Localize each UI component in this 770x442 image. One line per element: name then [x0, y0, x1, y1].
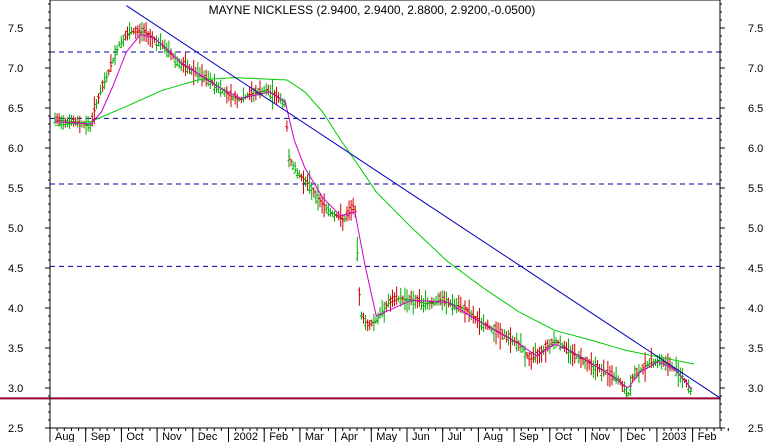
x-tick-label: Feb	[269, 431, 288, 442]
y-tick-label-left: 6.5	[8, 103, 23, 115]
axes: 2.5 2.5 3.0 3.0 3.5 3.5 4.0 4.0 4.5 4.5 5.0 5.0 5.5 5…	[8, 3, 763, 442]
y-tick-label-left: 4.5	[8, 263, 23, 275]
y-tick-label-left: 3.0	[8, 383, 23, 395]
y-tick-label-left: 2.5	[8, 423, 23, 435]
x-tick-label: Aug	[55, 431, 75, 442]
x-tick-label: Sep	[519, 431, 539, 442]
dashed-levels	[0, 51, 720, 400]
plot-frame	[49, 0, 721, 429]
x-tick-label: May	[376, 431, 397, 442]
y-tick-label-left: 5.5	[8, 183, 23, 195]
y-tick-label-right: 6.0	[748, 143, 763, 155]
trendline	[126, 5, 722, 399]
x-tick-label: Oct	[126, 431, 143, 442]
y-tick-label-right: 4.5	[748, 263, 763, 275]
y-tick-label-right: 5.5	[748, 183, 763, 195]
x-tick-label: Sep	[91, 431, 111, 442]
x-tick-label: Jul	[448, 431, 462, 442]
x-tick-label: Mar	[305, 431, 324, 442]
y-tick-label-left: 4.0	[8, 303, 23, 315]
indicator-lines	[54, 5, 722, 399]
y-tick-label-right: 3.5	[748, 343, 763, 355]
x-tick-label: 2002	[234, 431, 258, 442]
y-tick-label-right: 7.5	[748, 23, 763, 35]
y-tick-label-left: 7.0	[8, 63, 23, 75]
x-tick-label: Nov	[162, 431, 182, 442]
y-tick-label-right: 7.0	[748, 63, 763, 75]
x-tick-label: Apr	[341, 431, 358, 442]
y-tick-label-right: 2.5	[748, 423, 763, 435]
x-tick-label: Nov	[591, 431, 611, 442]
short-moving-average-line	[54, 33, 693, 390]
y-tick-label-right: 5.0	[748, 223, 763, 235]
y-tick-label-left: 5.0	[8, 223, 23, 235]
y-tick-label-left: 7.5	[8, 23, 23, 35]
x-tick-label: Dec	[626, 431, 646, 442]
chart-title: MAYNE NICKLESS (2.9400, 2.9400, 2.8800, …	[209, 3, 536, 17]
y-tick-label-right: 6.5	[748, 103, 763, 115]
x-tick-label: Dec	[198, 431, 218, 442]
x-tick-label: 2003	[662, 431, 686, 442]
y-tick-label-left: 6.0	[8, 143, 23, 155]
y-tick-label-right: 3.0	[748, 383, 763, 395]
x-tick-label: Aug	[483, 431, 503, 442]
x-tick-label: Oct	[555, 431, 572, 442]
y-tick-label-left: 3.5	[8, 343, 23, 355]
x-tick-label: Jun	[412, 431, 430, 442]
long-moving-average-line	[54, 77, 695, 365]
x-tick-label: Feb	[698, 431, 717, 442]
y-tick-label-right: 4.0	[748, 303, 763, 315]
